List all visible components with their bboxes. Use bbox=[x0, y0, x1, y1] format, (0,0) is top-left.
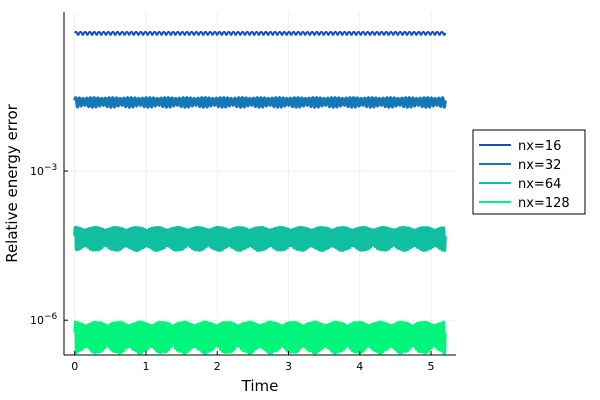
series-line-nx-16 bbox=[73, 30, 447, 36]
grid bbox=[64, 12, 456, 355]
y-tick-exponent: −6 bbox=[44, 312, 58, 322]
axes bbox=[63, 12, 456, 356]
x-ticks: 0 1 2 3 4 5 bbox=[71, 351, 435, 373]
x-tick-label: 4 bbox=[356, 360, 363, 373]
series-line-nx-64 bbox=[73, 225, 447, 253]
x-tick-label: 3 bbox=[285, 360, 292, 373]
series-lines bbox=[73, 30, 447, 355]
legend-label: nx=16 bbox=[518, 139, 561, 154]
legend-label: nx=32 bbox=[518, 158, 561, 173]
x-tick-label: 1 bbox=[142, 360, 149, 373]
series-line-nx-32 bbox=[73, 96, 447, 109]
x-axis-label: Time bbox=[241, 377, 279, 395]
x-tick-label: 0 bbox=[71, 360, 78, 373]
y-axis-label: Relative energy error bbox=[3, 103, 21, 262]
legend-label: nx=64 bbox=[518, 177, 561, 192]
x-tick-label: 5 bbox=[428, 360, 435, 373]
series-line-nx-128 bbox=[73, 320, 447, 355]
x-tick-label: 2 bbox=[214, 360, 221, 373]
legend: nx=16 nx=32 nx=64 nx=128 bbox=[472, 129, 586, 215]
legend-label: nx=128 bbox=[518, 196, 570, 211]
y-tick-exponent: −3 bbox=[44, 163, 57, 173]
